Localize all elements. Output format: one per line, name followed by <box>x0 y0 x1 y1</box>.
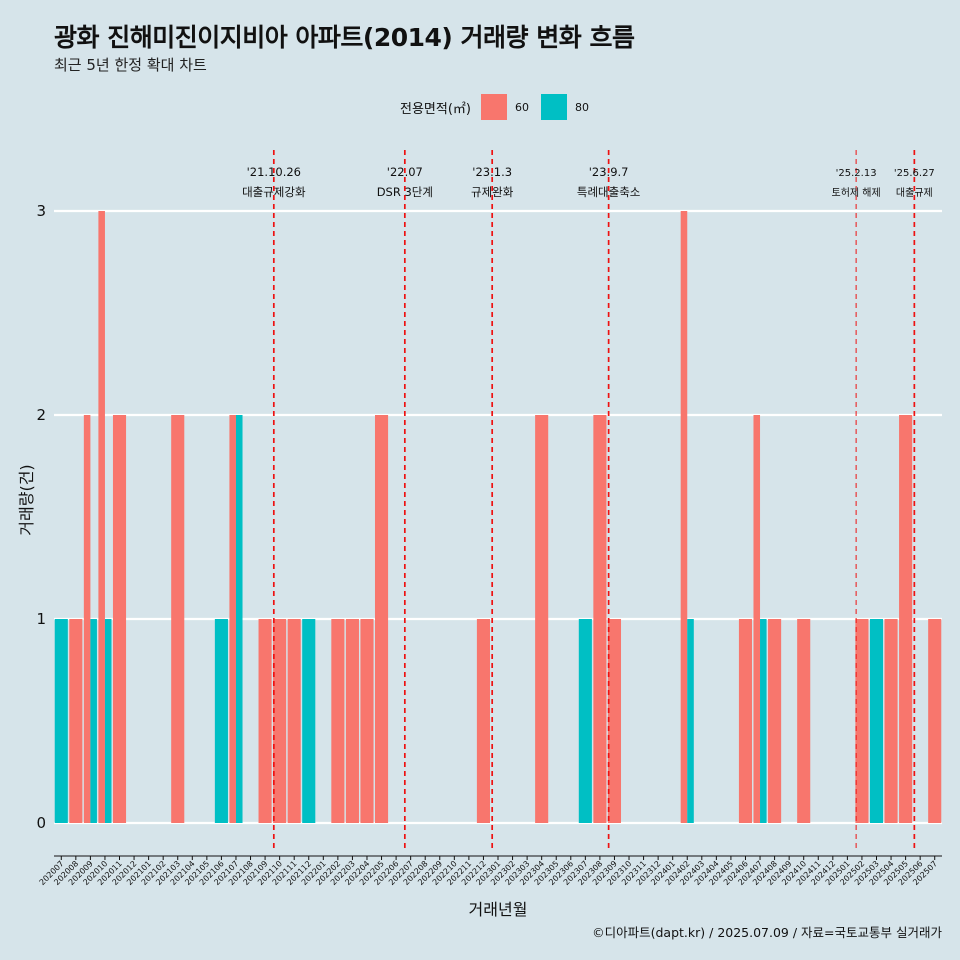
y-tick-label: 0 <box>36 814 46 832</box>
bar <box>258 619 272 823</box>
bar <box>345 619 359 823</box>
bar <box>855 619 869 823</box>
bar <box>593 415 607 823</box>
legend: 전용면적(㎡) 60 80 <box>400 93 601 121</box>
bar <box>235 415 243 823</box>
event-label: 대출규제강화 <box>242 185 306 199</box>
y-tick-label: 1 <box>36 610 46 628</box>
event-label: DSR 3단계 <box>377 185 433 199</box>
bar <box>374 415 389 823</box>
source-caption: ©디아파트(dapt.kr) / 2025.07.09 / 자료=국토교통부 실… <box>592 925 942 940</box>
bar <box>899 415 913 823</box>
bar <box>680 211 688 823</box>
bar <box>83 415 91 823</box>
legend-label-80: 80 <box>574 100 589 114</box>
event-label: 토허제 해제 <box>832 186 881 199</box>
event-date: '22.07 <box>387 165 423 179</box>
y-tick-label: 3 <box>36 202 46 220</box>
bar <box>69 619 83 823</box>
event-date: '23.9.7 <box>589 165 629 179</box>
bar <box>687 619 694 823</box>
event-label: 규제완화 <box>471 185 514 199</box>
legend-key-60 <box>480 94 507 120</box>
bar <box>171 415 185 823</box>
event-label: 대출규제 <box>896 187 933 199</box>
event-date: '23.1.3 <box>472 165 512 179</box>
bar <box>104 619 112 823</box>
bar <box>928 619 942 823</box>
bar <box>229 415 236 823</box>
event-date: '25.6.27 <box>894 168 935 179</box>
bar <box>535 415 549 823</box>
x-axis-title: 거래년월 <box>469 900 528 919</box>
y-tick-label: 2 <box>36 406 46 424</box>
bar <box>273 619 287 823</box>
bar <box>869 619 884 823</box>
bar <box>738 619 753 823</box>
chart-title: 광화 진해미진이지비아 아파트(2014) 거래량 변화 흐름 <box>54 23 635 52</box>
bar <box>884 619 898 823</box>
legend-label-60: 60 <box>514 100 529 114</box>
bar <box>98 211 105 823</box>
event-date: '25.2.13 <box>836 168 877 179</box>
bar <box>54 619 68 823</box>
legend-title: 전용면적(㎡) <box>400 101 471 117</box>
bar <box>302 619 316 823</box>
chart-subtitle: 최근 5년 한정 확대 차트 <box>54 56 207 74</box>
bar <box>578 619 592 823</box>
bar <box>760 619 767 823</box>
bar <box>797 619 811 823</box>
bar <box>753 415 761 823</box>
bar <box>214 619 228 823</box>
bar <box>90 619 97 823</box>
bar <box>287 619 301 823</box>
event-label: 특례대출축소 <box>577 185 640 199</box>
y-axis-title: 거래량(건) <box>17 464 36 535</box>
legend-key-80 <box>540 94 567 120</box>
bar <box>360 619 374 823</box>
bar <box>112 415 127 823</box>
bar <box>331 619 345 823</box>
bar <box>476 619 490 823</box>
bar <box>607 619 622 823</box>
bar <box>768 619 782 823</box>
event-date: '21.10.26 <box>247 165 301 179</box>
